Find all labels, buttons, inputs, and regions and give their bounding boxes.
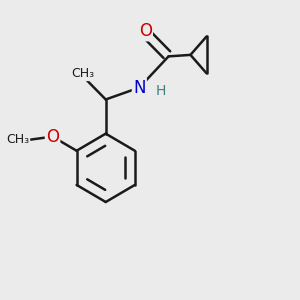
Text: N: N	[133, 79, 145, 97]
Text: CH₃: CH₃	[6, 133, 29, 146]
Text: O: O	[46, 128, 59, 146]
Text: H: H	[155, 84, 166, 98]
Text: CH₃: CH₃	[71, 67, 94, 80]
Text: O: O	[139, 22, 152, 40]
